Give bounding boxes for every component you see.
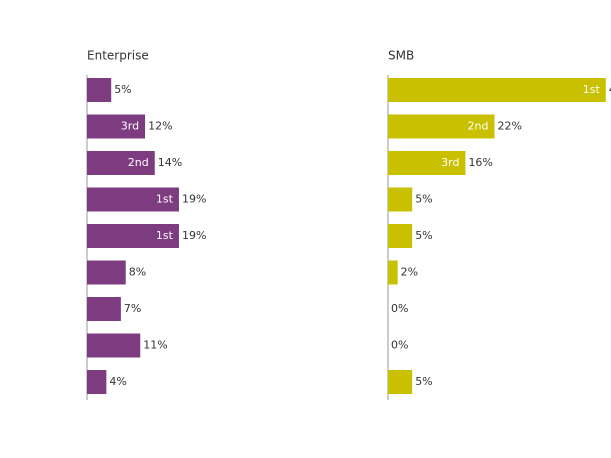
value-label: 16% <box>468 156 492 169</box>
value-label: 5% <box>415 193 432 206</box>
bar <box>87 260 126 285</box>
bar <box>388 114 495 139</box>
value-label: 45% <box>609 83 611 96</box>
chart-title: SMB <box>388 49 414 63</box>
bar <box>388 370 413 394</box>
value-label: 5% <box>114 83 131 96</box>
bar <box>87 333 141 358</box>
value-label: 19% <box>182 193 206 206</box>
bar <box>388 224 413 248</box>
bar <box>87 187 179 212</box>
value-label: 0% <box>391 339 408 352</box>
bar <box>87 297 121 321</box>
bar <box>87 370 107 394</box>
value-label: 11% <box>143 339 167 352</box>
value-label: 14% <box>158 156 182 169</box>
rank-label: 1st <box>156 229 174 242</box>
rank-label: 3rd <box>441 156 459 169</box>
value-label: 5% <box>415 375 432 388</box>
rank-label: 1st <box>156 193 174 206</box>
value-label: 12% <box>148 120 172 133</box>
value-label: 4% <box>109 375 126 388</box>
value-label: 22% <box>497 120 521 133</box>
rank-label: 2nd <box>468 120 489 133</box>
bar <box>388 187 413 212</box>
bar <box>87 78 112 102</box>
bar <box>388 78 606 102</box>
value-label: 8% <box>129 266 146 279</box>
chart-title: Enterprise <box>87 49 149 63</box>
bar <box>87 151 155 175</box>
bar <box>388 260 398 285</box>
bar <box>87 114 146 139</box>
value-label: 7% <box>124 302 141 315</box>
bar <box>87 224 179 248</box>
rank-label: 2nd <box>128 156 149 169</box>
value-label: 2% <box>401 266 418 279</box>
value-label: 5% <box>415 229 432 242</box>
bar <box>388 151 466 175</box>
value-label: 19% <box>182 229 206 242</box>
value-label: 0% <box>391 302 408 315</box>
rank-label: 1st <box>583 83 601 96</box>
rank-label: 3rd <box>121 120 139 133</box>
